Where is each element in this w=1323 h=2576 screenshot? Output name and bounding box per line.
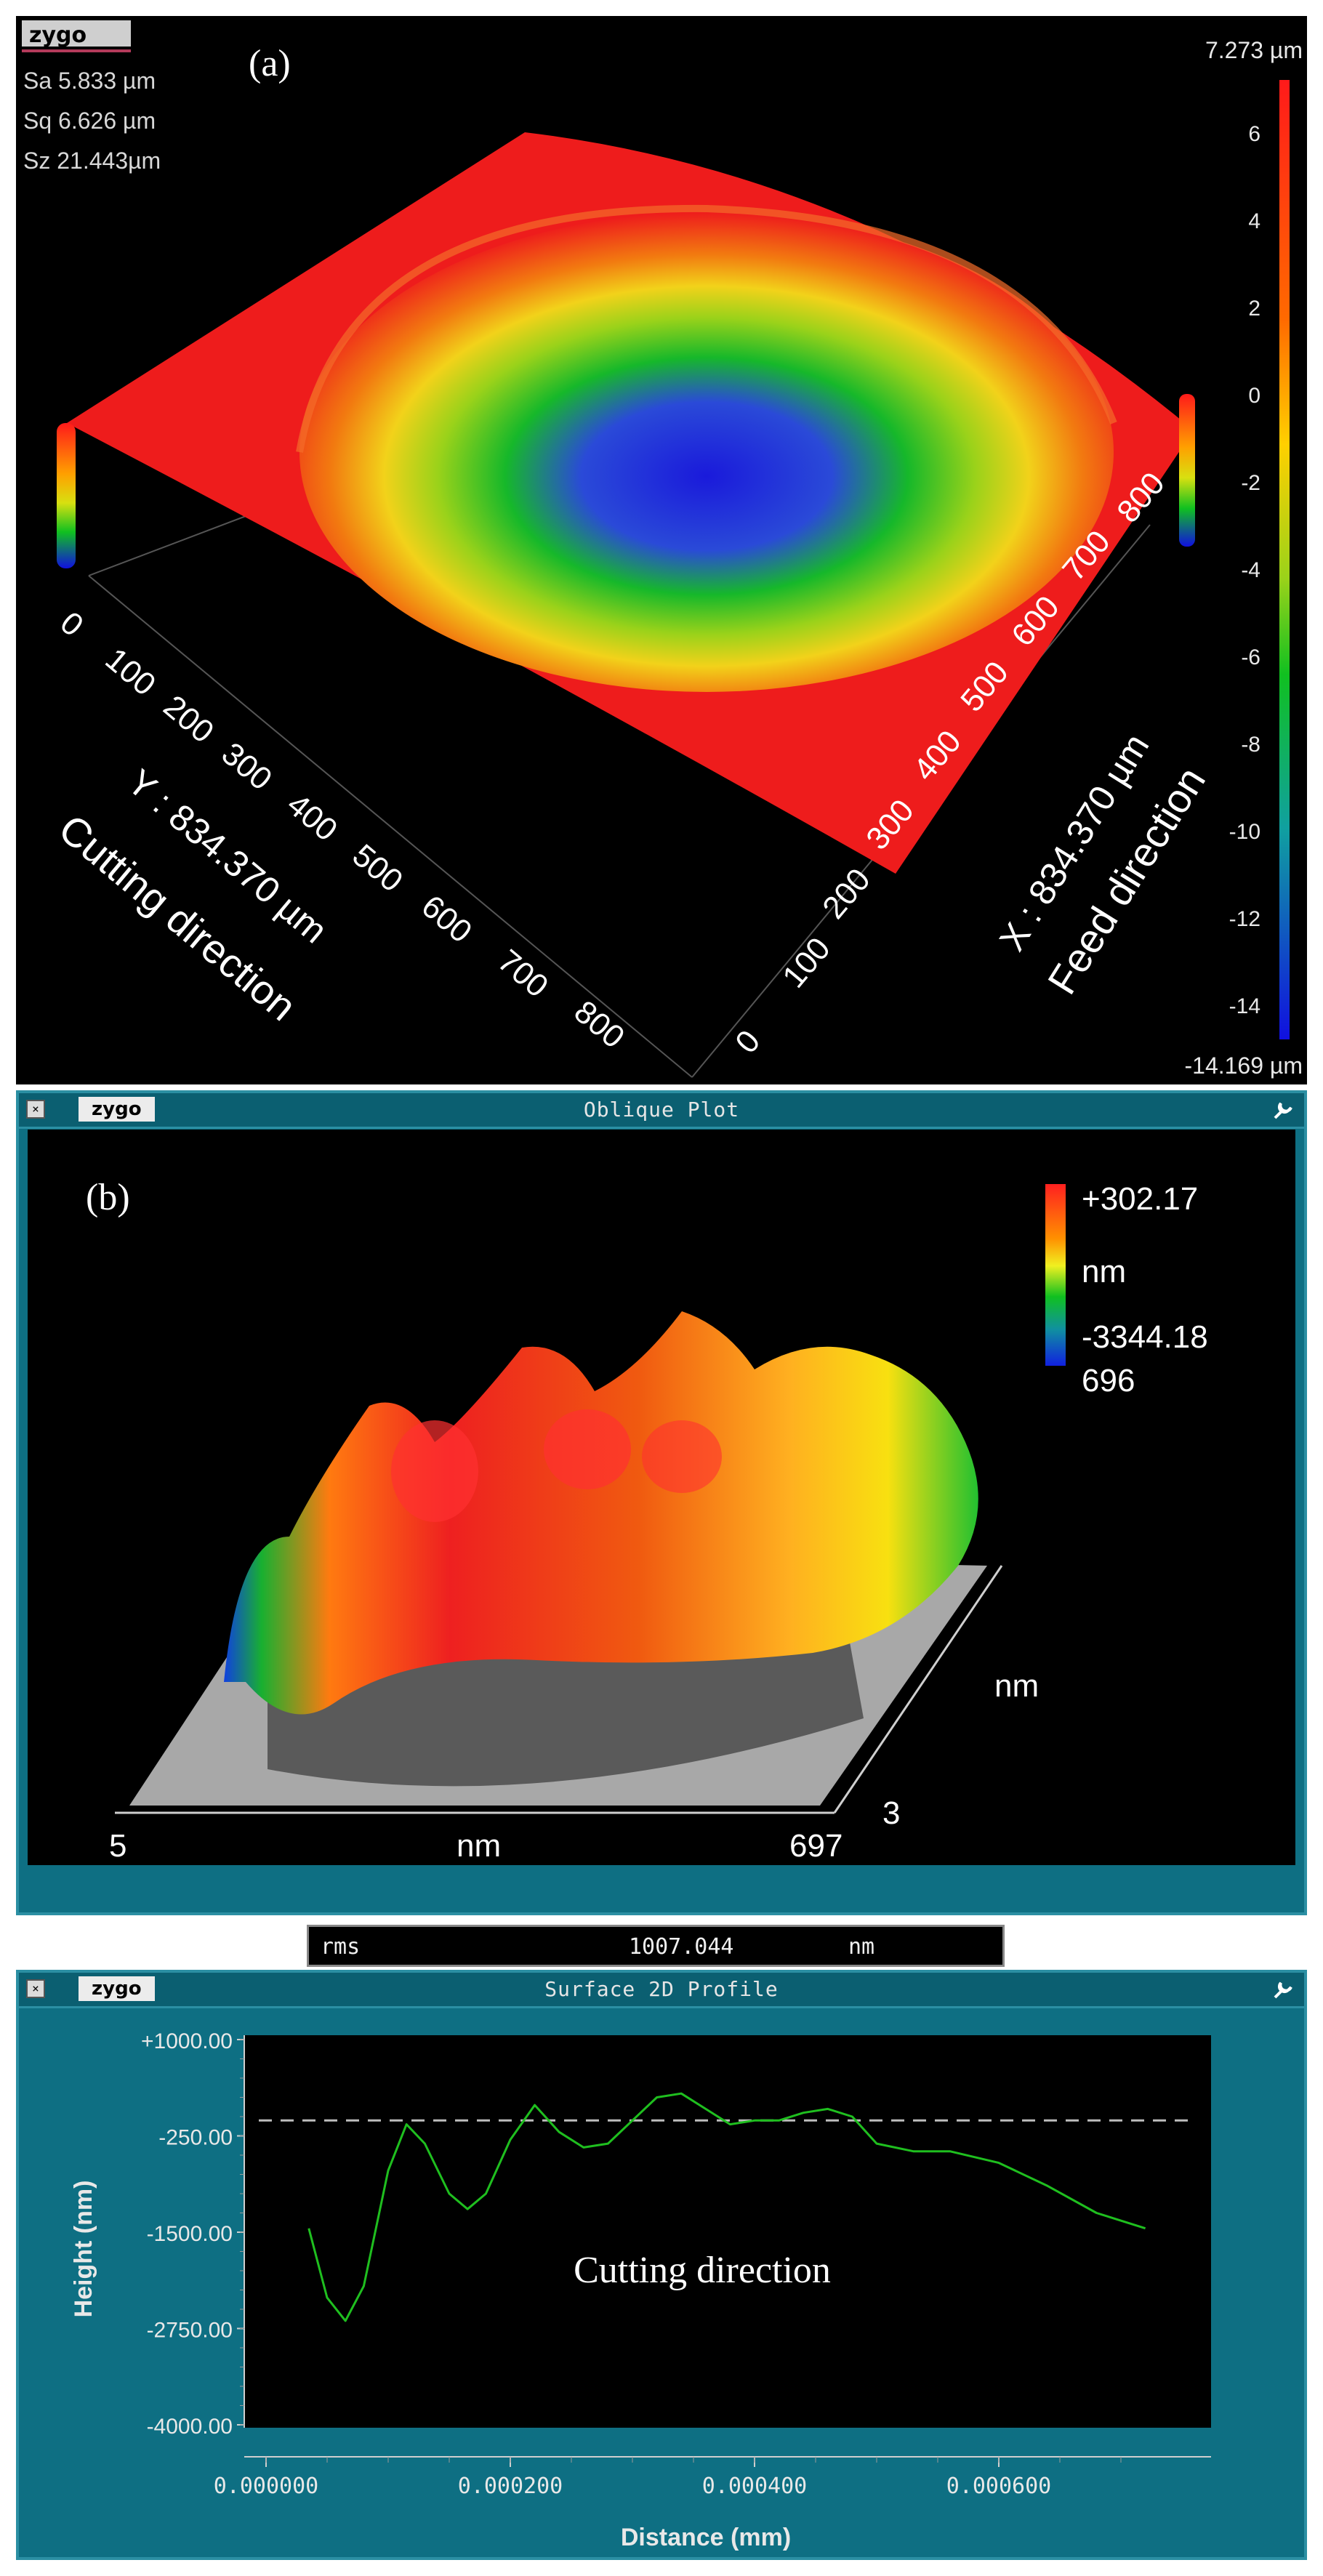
panel-a-label: (a) (249, 43, 291, 84)
y-tick: 200 (157, 688, 221, 750)
oblique-y-axis (833, 1565, 1003, 1814)
right-corner-post (1179, 394, 1195, 547)
x-tick: 0 (728, 1023, 767, 1060)
crater-rim (296, 204, 1117, 453)
rms-label: rms (321, 1934, 361, 1960)
crater-depression (299, 212, 1114, 692)
y-tick: 100 (99, 641, 163, 703)
profile-y-tick: -250.00 (158, 2126, 233, 2150)
stat-value: 21.443 (57, 148, 128, 174)
zygo-logo-box (22, 20, 131, 47)
profile-titlebar: × zygo Surface 2D Profile (19, 1973, 1304, 2008)
oblique-y-start: 3 (882, 1795, 900, 1831)
zygo-brand: zygo (79, 1097, 155, 1122)
close-icon[interactable]: × (26, 1100, 45, 1119)
window-title: Surface 2D Profile (544, 1977, 779, 2001)
colorbar-tick: -4 (1241, 558, 1260, 582)
y-tick: 300 (215, 736, 279, 797)
y-tick: 600 (415, 888, 479, 950)
oblique-plot-area: (b) 5 nm 697 nm 3 +302.17 nm -3344.18 69… (28, 1130, 1295, 1865)
y-tick: 800 (568, 994, 632, 1055)
profile-x-tick: 0.000000 (214, 2474, 319, 2499)
zygo-brand: zygo (79, 1976, 155, 2001)
colorbar-ticks: 6 4 2 0 -2 -4 -6 -8 -10 -12 -14 (1229, 122, 1260, 1018)
scale-min-cont: 696 (1082, 1363, 1135, 1398)
rms-unit: nm (848, 1934, 875, 1960)
oblique-colorbar (1045, 1184, 1066, 1366)
profile-y-tick: -2750.00 (147, 2319, 233, 2343)
colorbar-tick: -2 (1241, 471, 1260, 495)
y-tick: 500 (346, 837, 410, 899)
rms-readout: rms 1007.044 nm (307, 1925, 1005, 1967)
y-tick: 700 (491, 943, 555, 1005)
stat-value: 5.833 (58, 68, 116, 94)
stat-name: Sa (23, 68, 52, 94)
oblique-surface (224, 1311, 978, 1715)
colorbar-tick: -8 (1241, 733, 1260, 757)
surface-highlight (391, 1420, 478, 1522)
profile-x-tick: 0.000400 (702, 2474, 808, 2499)
profile-xlabel: Distance (mm) (621, 2524, 791, 2551)
scale-unit: nm (1082, 1254, 1126, 1289)
stat-unit: µm (123, 108, 156, 134)
colorbar-tick: -12 (1229, 907, 1260, 931)
profile-y-tick: -4000.00 (147, 2415, 233, 2439)
wrench-icon[interactable] (1271, 1098, 1295, 1122)
surface-stats: Sa 5.833 µm Sq 6.626 µm Sz 21.443µm (23, 68, 161, 174)
profile-plot-area (244, 2035, 1211, 2428)
oblique-x-end: 697 (789, 1828, 843, 1864)
oblique-3d-plot: (b) 5 nm 697 nm 3 +302.17 nm -3344.18 69… (86, 1177, 1208, 1864)
stat-unit: µm (123, 68, 156, 94)
stat-value: 6.626 (58, 108, 116, 134)
profile-annotation: Cutting direction (574, 2250, 831, 2291)
x-tick: 100 (776, 931, 837, 995)
oblique-plot-titlebar: × zygo Oblique Plot (19, 1093, 1304, 1129)
rms-value: 1007.044 (629, 1934, 734, 1960)
y-tick: 0 (54, 605, 90, 643)
scale-max: +302.17 (1082, 1181, 1198, 1217)
profile-line (307, 2092, 1146, 2322)
colorbar-tick: 4 (1248, 209, 1260, 233)
oblique-plot-window: × zygo Oblique Plot (16, 1090, 1307, 1915)
colorbar-max: 7.273 µm (1205, 37, 1303, 63)
left-corner-post (57, 423, 76, 568)
surface-highlight (642, 1420, 722, 1493)
colorbar (1279, 80, 1290, 1039)
surface-3d-plot: 0 100 200 300 400 500 600 700 800 Y : 83… (22, 20, 1303, 1079)
svg-text:Sa 5.833 µm: Sa 5.833 µm (23, 68, 156, 94)
profile-y-tick: +1000.00 (141, 2029, 233, 2053)
profile-ylabel: Height (nm) (70, 2181, 97, 2318)
wrench-icon[interactable] (1271, 1977, 1295, 2002)
profile-chart: +1000.00 -250.00 -1500.00 -2750.00 -4000.00 0… (70, 2029, 1211, 2551)
colorbar-tick: -10 (1229, 820, 1260, 844)
colorbar-tick: 0 (1248, 384, 1260, 408)
colorbar-tick: 2 (1248, 297, 1260, 321)
profile-x-tick: 0.000200 (458, 2474, 563, 2499)
stat-name: Sq (23, 108, 52, 134)
zygo-logo: zygo (29, 23, 87, 48)
colorbar-tick: -6 (1241, 645, 1260, 669)
stat-name: Sz (23, 148, 50, 174)
y-tick: 400 (281, 786, 345, 848)
svg-text:Sz 21.443µm: Sz 21.443µm (23, 148, 161, 174)
oblique-x-start: 5 (109, 1828, 126, 1864)
window-title: Oblique Plot (583, 1098, 740, 1122)
panel-b-label: (b) (86, 1177, 130, 1218)
oblique-y-unit: nm (994, 1668, 1039, 1704)
stat-unit: µm (128, 148, 161, 174)
colorbar-min: -14.169 µm (1184, 1052, 1303, 1079)
scale-min: -3344.18 (1082, 1319, 1208, 1355)
oblique-x-unit: nm (457, 1828, 501, 1864)
surface-highlight (544, 1409, 631, 1489)
profile-axes: +1000.00 -250.00 -1500.00 -2750.00 -4000.00 0… (141, 2029, 1211, 2499)
panel-a-3d-surface: 0 100 200 300 400 500 600 700 800 Y : 83… (16, 16, 1307, 1084)
oblique-skirt (268, 1638, 864, 1787)
colorbar-tick: -14 (1229, 994, 1260, 1018)
colorbar-tick: 6 (1248, 122, 1260, 146)
profile-x-tick: 0.000600 (946, 2474, 1052, 2499)
surface-2d-profile-window: × zygo Surface 2D Profile +1000.00 -250.0… (16, 1970, 1307, 2560)
svg-text:Sq 6.626 µm: Sq 6.626 µm (23, 108, 156, 134)
close-icon[interactable]: × (26, 1979, 45, 1998)
profile-y-tick: -1500.00 (147, 2222, 233, 2246)
